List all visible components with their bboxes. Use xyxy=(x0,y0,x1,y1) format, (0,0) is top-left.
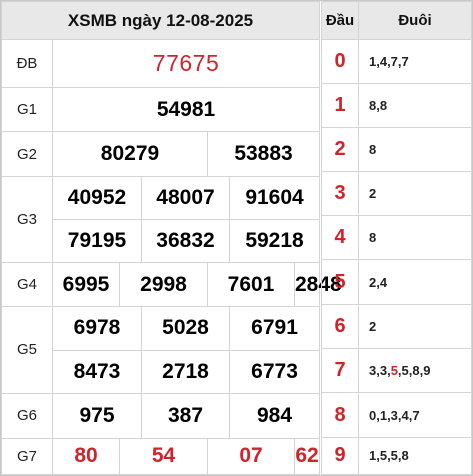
loto-tail: 3,3,5,5,8,9 xyxy=(358,348,472,394)
g2-number: 53883 xyxy=(206,131,321,178)
g3-number: 91604 xyxy=(228,176,321,221)
g5-number: 6978 xyxy=(52,305,142,351)
g4-number: 6995 xyxy=(52,262,120,307)
special-prize-number: 77675 xyxy=(51,38,321,89)
loto-head: 7 xyxy=(321,348,359,394)
results-title: XSMB ngày 12-08-2025 xyxy=(0,1,321,40)
loto-head: 9 xyxy=(321,436,359,476)
g5-number: 5028 xyxy=(141,305,230,351)
loto-tail: 8,8 xyxy=(358,83,472,128)
g6-number: 387 xyxy=(141,392,230,439)
loto-head: 3 xyxy=(321,170,359,217)
loto-tail-part: 3,3, xyxy=(369,363,391,379)
g5-number: 8473 xyxy=(52,349,142,394)
loto-tail: 2 xyxy=(358,170,472,217)
loto-tail: 2 xyxy=(358,303,472,350)
loto-head: 2 xyxy=(321,126,359,172)
prize-label-g6: G6 xyxy=(1,392,53,439)
prize-label-g3: G3 xyxy=(1,176,53,264)
loto-head: 0 xyxy=(321,38,359,85)
prize-label-special: ĐB xyxy=(1,38,53,89)
g7-number: 80 xyxy=(52,437,120,476)
g3-number: 79195 xyxy=(52,219,142,264)
loto-tail-part: ,5,8,9 xyxy=(397,363,431,379)
g1-number: 54981 xyxy=(51,87,321,133)
g5-number: 6791 xyxy=(228,305,321,351)
g4-number: 2998 xyxy=(119,262,208,307)
g3-number: 40952 xyxy=(52,176,142,221)
g7-number: 07 xyxy=(207,437,295,476)
loto-tail: 8 xyxy=(358,215,472,261)
prize-label-g5: G5 xyxy=(1,305,53,394)
prize-label-g4: G4 xyxy=(1,262,53,307)
g3-number: 36832 xyxy=(141,219,230,264)
head-column-header: Đầu xyxy=(321,1,359,40)
g5-number: 6773 xyxy=(228,349,321,394)
g2-number: 80279 xyxy=(52,131,208,178)
g4-number: 2848 xyxy=(293,262,342,307)
g3-number: 59218 xyxy=(228,219,321,264)
g6-number: 984 xyxy=(228,392,321,439)
prize-label-g2: G2 xyxy=(1,131,53,178)
loto-head: 1 xyxy=(321,83,359,128)
g7-number: 62 xyxy=(293,437,321,476)
prize-label-g1: G1 xyxy=(1,87,53,133)
loto-tail: 2,4 xyxy=(358,259,472,305)
g5-number: 2718 xyxy=(141,349,230,394)
g3-number: 48007 xyxy=(141,176,230,221)
loto-tail: 0,1,3,4,7 xyxy=(358,392,472,438)
loto-head: 5 xyxy=(321,259,359,305)
prize-label-g7: G7 xyxy=(1,437,53,476)
loto-head: 6 xyxy=(321,303,359,350)
loto-tail: 1,4,7,7 xyxy=(358,38,472,85)
loto-head-tail-table: Đầu Đuôi 0 1,4,7,7 1 8,8 2 8 3 2 4 8 5 2… xyxy=(321,1,472,476)
loto-tail: 1,5,5,8 xyxy=(358,436,472,476)
tail-column-header: Đuôi xyxy=(358,1,472,40)
loto-tail-highlight: 5 xyxy=(390,363,398,379)
loto-tail: 8 xyxy=(358,126,472,172)
loto-head: 4 xyxy=(321,215,359,261)
loto-head: 8 xyxy=(321,392,359,438)
g4-number: 7601 xyxy=(207,262,295,307)
g6-number: 975 xyxy=(52,392,142,439)
lottery-results-table: XSMB ngày 12-08-2025 ĐB 77675 G1 54981 G… xyxy=(0,1,342,476)
g7-number: 54 xyxy=(119,437,208,476)
